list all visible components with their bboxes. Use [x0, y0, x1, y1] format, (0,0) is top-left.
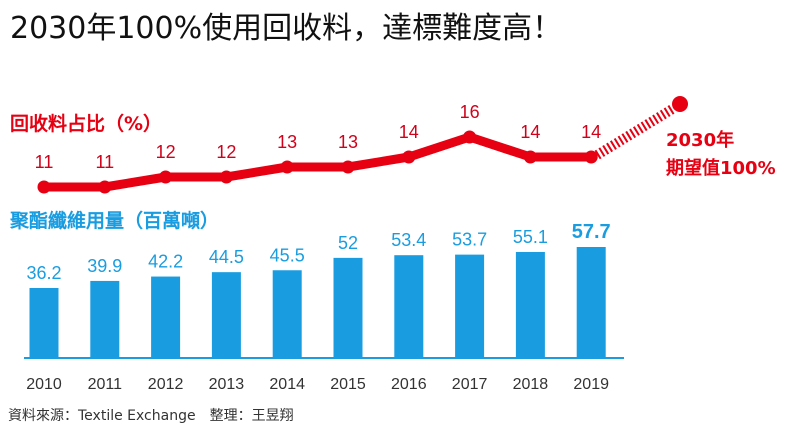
line-point: [584, 150, 598, 164]
x-tick-label: 2019: [573, 376, 609, 393]
bar-value-label: 45.5: [270, 245, 305, 265]
target-label-value: 期望值100%: [666, 157, 776, 179]
source-note: 資料來源：Textile Exchange 整理：王昱翔: [8, 408, 294, 424]
x-tick-label: 2016: [391, 376, 427, 393]
line-value-label: 12: [156, 142, 176, 162]
bar: [394, 255, 424, 357]
bar: [515, 251, 545, 357]
line-point: [523, 150, 537, 164]
line-point: [37, 180, 51, 194]
line-point: [280, 160, 294, 174]
x-tick-label: 2015: [330, 376, 366, 393]
line-point: [219, 170, 233, 184]
line-point: [402, 150, 416, 164]
bar-series: 36.2 39.9 42.2 44.5 45.5 52 53.4 53.7 55.1 57.7: [26, 221, 611, 357]
line-point: [159, 170, 173, 184]
bar-value-label: 42.2: [148, 252, 183, 272]
bar-series-label: 聚酯纖維用量（百萬噸）: [9, 209, 219, 232]
line-point: [463, 130, 477, 144]
bar-value-label: 55.1: [513, 227, 548, 247]
line-value-label: 11: [95, 152, 114, 172]
x-tick-label: 2017: [452, 376, 488, 393]
bar: [151, 276, 181, 357]
bar: [333, 257, 363, 357]
line-path: [39, 132, 596, 192]
x-tick-label: 2014: [269, 376, 305, 393]
line-point: [341, 160, 355, 174]
line-value-label: 14: [520, 122, 540, 142]
bar: [272, 270, 302, 357]
line-point: [98, 180, 112, 194]
x-axis: 2010 2011 2012 2013 2014 2015 2016 2017 2018 2019: [26, 376, 609, 393]
bar-value-label: 44.5: [209, 247, 244, 267]
line-value-label: 13: [277, 132, 297, 152]
bar: [90, 280, 120, 357]
chart-title: 2030年100%使用回收料，達標難度高！: [10, 11, 562, 46]
target-dotted-line: [594, 103, 677, 160]
bar-value-label: 52: [338, 233, 358, 253]
line-series-label: 回收料占比（%）: [10, 112, 162, 135]
line-value-label: 12: [216, 142, 236, 162]
target-point: [672, 96, 688, 112]
line-value-label: 13: [338, 132, 358, 152]
bar-value-label: 53.4: [391, 230, 426, 250]
line-value-label: 16: [460, 102, 480, 122]
line-value-label: 14: [399, 122, 419, 142]
line-series: 11 11 12 12 13 13 14 16 14 14: [35, 96, 688, 194]
bar: [211, 272, 241, 357]
line-value-label: 11: [35, 152, 54, 172]
bar-value-label: 36.2: [26, 263, 61, 283]
bar: [29, 287, 59, 357]
x-tick-label: 2018: [513, 376, 549, 393]
bar-value-label: 57.7: [572, 221, 611, 243]
bar: [576, 247, 606, 357]
target-label-year: 2030年: [666, 129, 734, 151]
bar-value-label: 53.7: [452, 230, 487, 250]
bar-value-label: 39.9: [87, 256, 122, 276]
x-tick-label: 2013: [209, 376, 245, 393]
x-tick-label: 2010: [26, 376, 62, 393]
x-tick-label: 2012: [148, 376, 184, 393]
line-value-label: 14: [581, 122, 601, 142]
bar: [455, 254, 485, 357]
x-tick-label: 2011: [88, 376, 123, 393]
